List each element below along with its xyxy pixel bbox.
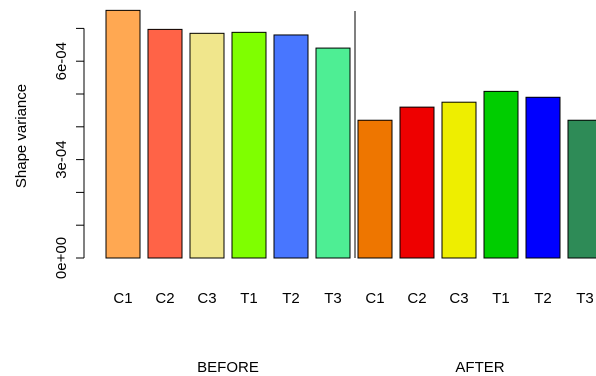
bar-after-t3 xyxy=(567,119,596,259)
group-labels: BEFORE AFTER xyxy=(197,359,505,376)
bar-after-t1 xyxy=(483,90,519,259)
bar-before-t1 xyxy=(231,31,267,259)
bar-after-t2 xyxy=(525,96,561,259)
bar-before-c2 xyxy=(147,28,183,259)
category-label-after-c3: C3 xyxy=(449,290,468,307)
category-label-after-t2: T2 xyxy=(534,290,552,307)
category-label-before-c2: C2 xyxy=(155,290,174,307)
group-label-before: BEFORE xyxy=(197,359,259,376)
bar-before-c1 xyxy=(105,9,141,259)
bars-layer xyxy=(105,9,596,259)
bar-after-c3 xyxy=(441,101,477,259)
category-label-after-c2: C2 xyxy=(407,290,426,307)
bar-before-t3 xyxy=(315,47,351,259)
y-axis-label: Shape variance xyxy=(13,84,30,188)
category-label-before-t3: T3 xyxy=(324,290,342,307)
category-labels: C1 C2 C3 T1 T2 T3 C1 C2 C3 T1 T2 T3 xyxy=(113,290,593,307)
category-label-before-t1: T1 xyxy=(240,290,258,307)
group-label-after: AFTER xyxy=(455,359,504,376)
bar-before-c3 xyxy=(189,32,225,259)
y-tick-label: 6e-04 xyxy=(53,42,70,80)
bar-after-c2 xyxy=(399,106,435,259)
category-label-before-c3: C3 xyxy=(197,290,216,307)
bar-before-t2 xyxy=(273,34,309,259)
category-label-after-c1: C1 xyxy=(365,290,384,307)
category-label-before-c1: C1 xyxy=(113,290,132,307)
y-tick-label: 3e-04 xyxy=(53,140,70,178)
category-label-after-t3: T3 xyxy=(576,290,594,307)
y-tick-label: 0e+00 xyxy=(53,237,70,279)
bar-after-c1 xyxy=(357,119,393,259)
category-label-after-t1: T1 xyxy=(492,290,510,307)
y-axis: 0e+00 3e-04 6e-04 xyxy=(53,27,85,279)
category-label-before-t2: T2 xyxy=(282,290,300,307)
